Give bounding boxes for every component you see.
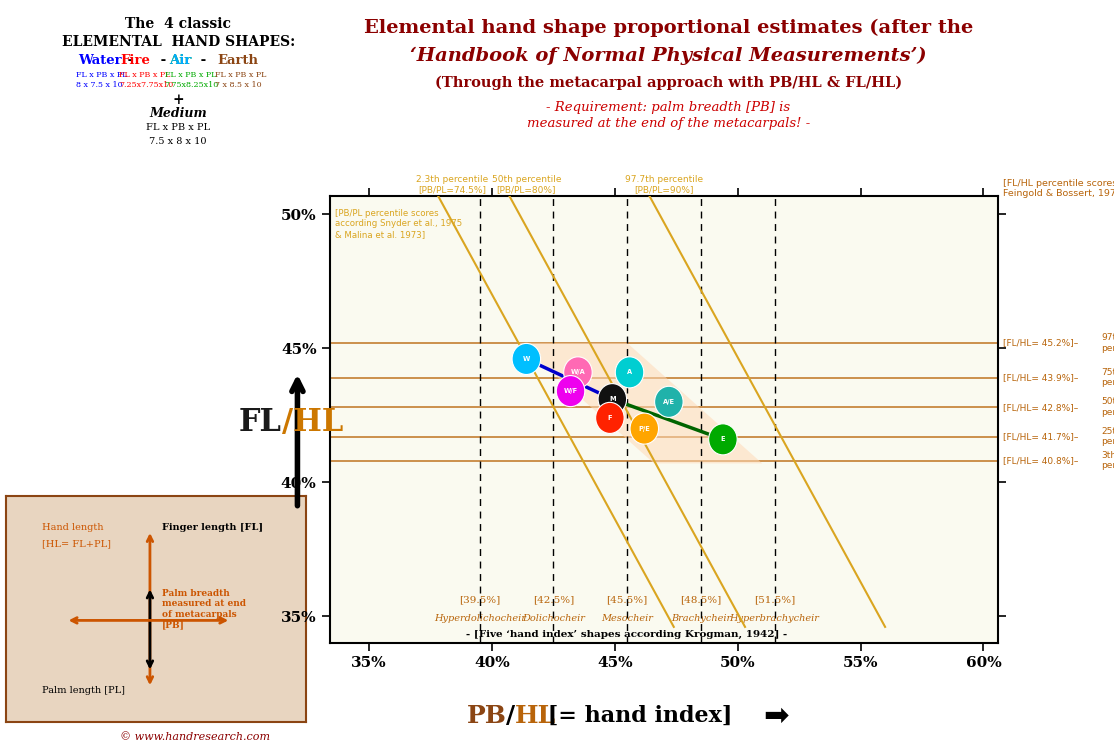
Text: 50th percentile
[PB/PL=80%]: 50th percentile [PB/PL=80%] — [491, 174, 561, 194]
Text: HL: HL — [515, 704, 556, 728]
Text: [FL/HL= 45.2%]–: [FL/HL= 45.2%]– — [1003, 338, 1078, 347]
Text: Hand length: Hand length — [41, 523, 104, 532]
Text: Brachycheir: Brachycheir — [671, 614, 731, 623]
Circle shape — [556, 375, 585, 407]
Circle shape — [615, 356, 644, 388]
Text: [42.5%]: [42.5%] — [532, 596, 574, 605]
Text: © www.handresearch.com: © www.handresearch.com — [120, 732, 270, 742]
Text: +: + — [173, 93, 184, 108]
Circle shape — [631, 413, 658, 444]
Circle shape — [564, 356, 593, 388]
Text: 97th
percentile: 97th percentile — [1102, 333, 1114, 353]
Text: W: W — [522, 356, 530, 362]
Text: 3th
percentile: 3th percentile — [1102, 451, 1114, 471]
Text: Palm length [PL]: Palm length [PL] — [41, 686, 125, 695]
Text: [FL/HL percentile scores according
Feingold & Bossert, 1974]: [FL/HL percentile scores according Feing… — [1003, 179, 1114, 199]
Text: [FL/HL= 40.8%]–: [FL/HL= 40.8%]– — [1003, 456, 1078, 465]
Text: Air: Air — [169, 54, 192, 67]
Text: Water: Water — [78, 54, 121, 67]
Text: [45.5%]: [45.5%] — [606, 596, 647, 605]
Text: [FL/HL= 41.7%]–: [FL/HL= 41.7%]– — [1003, 432, 1078, 441]
Text: FL: FL — [240, 407, 282, 438]
Text: A: A — [627, 369, 632, 375]
Text: 75th
percentile: 75th percentile — [1102, 368, 1114, 387]
Circle shape — [598, 384, 626, 414]
Text: W/F: W/F — [564, 388, 578, 394]
Text: 7.5 x 8 x 10: 7.5 x 8 x 10 — [149, 137, 207, 146]
Text: [HL= FL+PL]: [HL= FL+PL] — [41, 539, 110, 548]
Text: ‘Handbook of Normal Physical Measurements’): ‘Handbook of Normal Physical Measurement… — [410, 47, 927, 65]
Text: [48.5%]: [48.5%] — [681, 596, 722, 605]
Text: E: E — [721, 436, 725, 442]
Text: F: F — [607, 415, 612, 421]
Circle shape — [512, 344, 540, 374]
Text: M: M — [609, 396, 616, 402]
Text: /: / — [506, 704, 515, 728]
Text: Hyperbrachycheir: Hyperbrachycheir — [730, 614, 820, 623]
Circle shape — [709, 424, 737, 455]
Text: Medium: Medium — [149, 107, 207, 120]
Text: Palm breadth
measured at end
of metacarpals
[PB]: Palm breadth measured at end of metacarp… — [162, 589, 246, 629]
Text: FL x PB x PL
7 x 8.5 x 10: FL x PB x PL 7 x 8.5 x 10 — [215, 71, 266, 89]
Text: Elemental hand shape proportional estimates (after the: Elemental hand shape proportional estima… — [364, 19, 973, 37]
Text: A/E: A/E — [663, 399, 675, 405]
Text: /HL: /HL — [282, 407, 343, 438]
Text: 50th
percentile: 50th percentile — [1102, 398, 1114, 417]
Text: [51.5%]: [51.5%] — [754, 596, 795, 605]
Text: P/E: P/E — [638, 426, 651, 432]
Text: ELEMENTAL  HAND SHAPES:: ELEMENTAL HAND SHAPES: — [61, 35, 295, 49]
Circle shape — [596, 402, 624, 433]
Text: FL x PB x PL: FL x PB x PL — [146, 123, 211, 132]
Polygon shape — [519, 343, 762, 463]
Text: - [Five ‘hand index’ shapes according Krogman, 1942] -: - [Five ‘hand index’ shapes according Kr… — [467, 630, 788, 639]
Text: - Requirement: palm breadth [PB] is: - Requirement: palm breadth [PB] is — [546, 101, 791, 114]
Text: The  4 classic: The 4 classic — [125, 17, 232, 31]
Text: FL x PB x PL
7.75x8.25x10: FL x PB x PL 7.75x8.25x10 — [165, 71, 219, 89]
Text: (Through the metacarpal approach with PB/HL & FL/HL): (Through the metacarpal approach with PB… — [434, 75, 902, 89]
Text: [FL/HL= 42.8%]–: [FL/HL= 42.8%]– — [1003, 402, 1078, 411]
Text: Hyperdolichocheir: Hyperdolichocheir — [433, 614, 526, 623]
Text: Mesocheir: Mesocheir — [602, 614, 653, 623]
Text: -: - — [123, 54, 133, 67]
Text: [PB/PL percentile scores
according Snyder et al., 1975
& Malina et al. 1973]: [PB/PL percentile scores according Snyde… — [334, 209, 462, 238]
Text: 97.7th percentile
[PB/PL=90%]: 97.7th percentile [PB/PL=90%] — [625, 174, 703, 194]
Text: Earth: Earth — [217, 54, 258, 67]
Text: W/A: W/A — [570, 369, 585, 375]
Text: FL x PB x PL
7.25x7.75x10: FL x PB x PL 7.25x7.75x10 — [119, 71, 174, 89]
Text: -: - — [196, 54, 206, 67]
Text: 25th
percentile: 25th percentile — [1102, 427, 1114, 447]
Text: ➡: ➡ — [763, 702, 789, 730]
Text: Air: Air — [169, 54, 192, 67]
Text: Fire: Fire — [120, 54, 150, 67]
Text: Dolichocheir: Dolichocheir — [522, 614, 585, 623]
Text: -: - — [156, 54, 166, 67]
Text: FL x PB x PL
8 x 7.5 x 10: FL x PB x PL 8 x 7.5 x 10 — [76, 71, 127, 89]
Text: measured at the end of the metacarpals! -: measured at the end of the metacarpals! … — [527, 117, 810, 130]
Circle shape — [655, 387, 683, 417]
Text: PB: PB — [467, 704, 507, 728]
Text: [39.5%]: [39.5%] — [459, 596, 500, 605]
Text: 2.3th percentile
[PB/PL=74.5%]: 2.3th percentile [PB/PL=74.5%] — [417, 174, 489, 194]
Text: [FL/HL= 43.9%]–: [FL/HL= 43.9%]– — [1003, 373, 1078, 382]
Text: Finger length [FL]: Finger length [FL] — [162, 523, 263, 532]
Text: [= hand index]: [= hand index] — [540, 705, 733, 727]
